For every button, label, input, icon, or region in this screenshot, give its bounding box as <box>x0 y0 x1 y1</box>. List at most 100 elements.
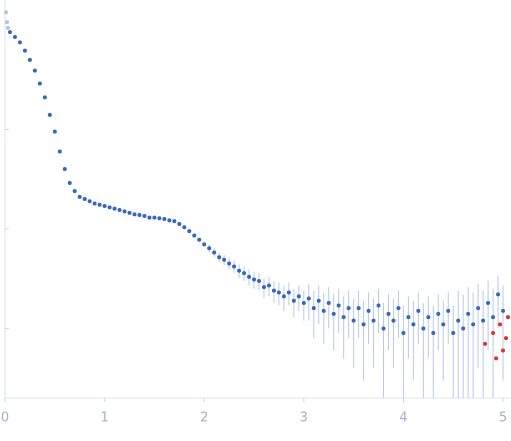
data-point <box>281 294 286 299</box>
data-point <box>202 242 207 247</box>
data-point <box>52 129 57 134</box>
data-point <box>276 290 281 295</box>
data-point <box>67 180 72 185</box>
data-point <box>491 315 496 320</box>
data-point <box>316 298 321 303</box>
data-point <box>122 209 127 214</box>
data-point <box>261 285 266 290</box>
data-point <box>481 318 486 323</box>
data-point <box>451 331 456 336</box>
data-point <box>187 229 192 234</box>
data-point <box>237 268 242 273</box>
x-tick-label: 2 <box>200 411 208 426</box>
data-point <box>494 356 499 361</box>
data-point <box>446 308 451 313</box>
data-point <box>207 246 212 251</box>
data-point <box>37 81 42 86</box>
data-point <box>301 301 306 306</box>
data-point <box>212 250 217 255</box>
data-point <box>222 257 227 262</box>
x-tick-label: 5 <box>499 411 507 426</box>
data-point <box>232 264 237 269</box>
data-point <box>4 20 9 25</box>
data-point <box>341 315 346 320</box>
data-point <box>92 201 97 206</box>
data-point <box>62 167 67 172</box>
data-point <box>356 306 361 311</box>
data-point <box>366 308 371 313</box>
data-point <box>256 278 261 283</box>
data-point <box>296 294 301 299</box>
data-point <box>486 301 491 306</box>
data-point <box>336 303 341 308</box>
data-point <box>152 215 157 220</box>
data-point <box>371 318 376 323</box>
data-point <box>27 57 32 62</box>
data-point <box>421 326 426 331</box>
data-point <box>286 290 291 295</box>
data-point <box>217 255 222 260</box>
data-point <box>476 306 481 311</box>
data-point <box>87 199 92 204</box>
data-point <box>107 205 112 210</box>
data-point <box>97 202 102 207</box>
data-point <box>351 318 356 323</box>
data-point <box>291 298 296 303</box>
data-point <box>491 331 496 336</box>
data-point <box>162 216 167 221</box>
data-point <box>326 301 331 306</box>
data-point <box>501 348 506 353</box>
data-point <box>82 197 87 201</box>
data-point <box>142 213 147 218</box>
data-point <box>132 212 137 217</box>
data-point <box>321 308 326 313</box>
data-point <box>266 283 271 288</box>
data-point <box>466 311 471 316</box>
data-point <box>167 218 172 223</box>
data-point <box>177 222 182 227</box>
data-point <box>197 237 202 242</box>
x-tick-label: 4 <box>399 411 407 426</box>
data-point <box>456 318 461 323</box>
x-tick-label: 3 <box>300 411 308 426</box>
data-point <box>504 336 509 341</box>
data-point <box>102 204 107 209</box>
data-point <box>496 292 501 297</box>
data-point <box>386 311 391 316</box>
data-point <box>391 318 396 323</box>
data-point <box>7 30 12 35</box>
data-point <box>72 189 77 194</box>
data-point <box>431 331 436 336</box>
data-point <box>436 311 441 316</box>
data-point <box>416 308 421 313</box>
data-point <box>77 194 82 199</box>
x-tick-label: 0 <box>1 411 9 426</box>
data-point <box>426 315 431 320</box>
data-point <box>22 48 27 53</box>
data-point <box>271 288 276 293</box>
data-point <box>182 225 187 230</box>
data-point <box>42 95 47 100</box>
x-tick-label: 1 <box>100 411 108 426</box>
data-point <box>252 277 257 282</box>
data-point <box>157 216 162 221</box>
data-point <box>5 25 10 30</box>
data-point <box>311 306 316 311</box>
data-point <box>411 322 416 327</box>
data-point <box>127 210 132 215</box>
data-point <box>506 315 511 320</box>
data-point <box>137 213 142 218</box>
data-point <box>483 341 488 346</box>
data-point <box>57 149 62 154</box>
data-point <box>361 322 366 327</box>
data-point <box>471 322 476 327</box>
data-point <box>112 206 117 211</box>
data-point <box>242 271 247 276</box>
data-point <box>346 306 351 311</box>
data-point <box>32 68 37 73</box>
data-point <box>117 208 122 213</box>
data-point <box>406 315 411 320</box>
data-point <box>247 274 252 279</box>
data-point <box>3 10 8 15</box>
data-point <box>498 322 503 327</box>
